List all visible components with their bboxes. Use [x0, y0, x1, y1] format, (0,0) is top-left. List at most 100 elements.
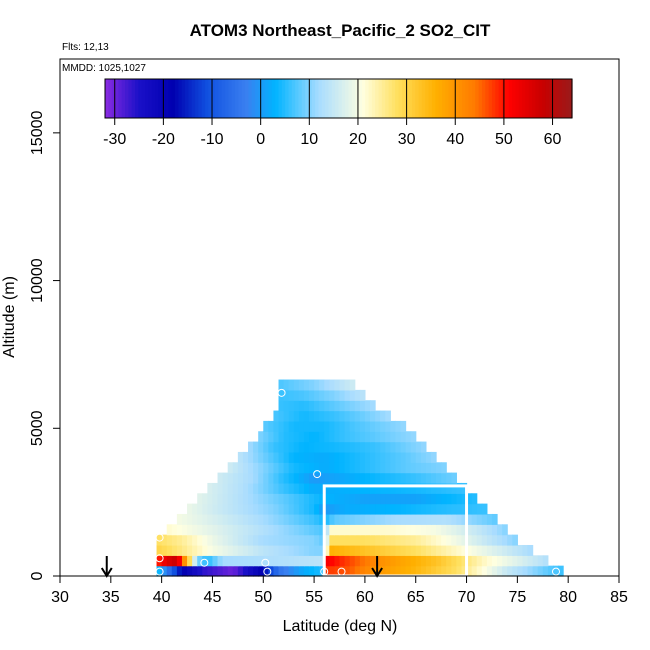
- heatmap-cell: [359, 462, 366, 474]
- heatmap-cell: [405, 534, 412, 546]
- heatmap-cell: [258, 493, 264, 505]
- heatmap-cell: [359, 534, 366, 546]
- heatmap-cell: [161, 534, 168, 546]
- heatmap-cell: [324, 441, 330, 453]
- heatmap-cell: [258, 462, 264, 474]
- heatmap-cell: [329, 462, 336, 474]
- heatmap-cell: [329, 389, 336, 401]
- heatmap-cell: [446, 524, 452, 536]
- heatmap-cell: [319, 482, 325, 494]
- colorbar-segment: [301, 79, 306, 118]
- colorbar-segment: [335, 79, 340, 118]
- heatmap-cell: [339, 431, 346, 443]
- heatmap-cell: [410, 555, 417, 567]
- heatmap-cell: [420, 441, 427, 453]
- heatmap-cell: [212, 565, 219, 577]
- heatmap-cell: [156, 565, 163, 577]
- heatmap-cell: [248, 451, 254, 463]
- heatmap-cell: [324, 524, 330, 536]
- heatmap-cell: [309, 410, 315, 422]
- heatmap-cell: [202, 503, 208, 515]
- heatmap-cell: [369, 431, 376, 443]
- heatmap-cell: [359, 513, 366, 525]
- heatmap-cell: [329, 503, 336, 515]
- heatmap-cell: [227, 493, 234, 505]
- heatmap-cell: [258, 534, 264, 546]
- heatmap-cell: [410, 441, 417, 453]
- heatmap-cell: [410, 503, 417, 515]
- colorbar-segment: [371, 79, 376, 118]
- heatmap-cell: [334, 534, 341, 546]
- heatmap-cell: [278, 451, 285, 463]
- heatmap-cell: [212, 524, 219, 536]
- heatmap-cell: [207, 544, 214, 556]
- heatmap-cell: [425, 565, 432, 577]
- heatmap-cell: [425, 524, 432, 536]
- heatmap-cell: [395, 503, 402, 515]
- heatmap-cell: [283, 451, 290, 463]
- heatmap-cell: [258, 503, 264, 515]
- heatmap-cell: [349, 524, 356, 536]
- colorbar-tick-label: -20: [152, 131, 175, 148]
- heatmap-cell: [263, 420, 269, 432]
- heatmap-cell: [303, 462, 310, 474]
- heatmap-cell: [283, 482, 290, 494]
- heatmap-cell: [319, 472, 325, 484]
- heatmap-cell: [364, 472, 371, 484]
- colorbar-segment: [105, 79, 109, 118]
- heatmap-cell: [237, 451, 244, 463]
- heatmap-cell: [176, 524, 183, 536]
- colorbar-tick-label: 30: [398, 131, 416, 148]
- heatmap-cell: [197, 513, 203, 525]
- colorbar-segment: [165, 79, 169, 118]
- heatmap-cell: [527, 565, 534, 577]
- colorbar-segment: [421, 79, 426, 118]
- heatmap-cell: [486, 534, 493, 546]
- heatmap-cell: [354, 420, 361, 432]
- heatmap-cell: [242, 493, 249, 505]
- heatmap-cell: [369, 420, 376, 432]
- heatmap-cell: [268, 482, 275, 494]
- heatmap-cell: [354, 451, 361, 463]
- colorbar-tick-label: 40: [446, 131, 464, 148]
- heatmap-cell: [354, 503, 361, 515]
- plot-frame: [59, 58, 620, 577]
- heatmap-cell: [420, 462, 427, 474]
- colorbar-segment: [385, 79, 390, 118]
- colorbar-segment: [201, 79, 206, 118]
- heatmap-cell: [436, 493, 442, 505]
- heatmap-cell: [364, 555, 371, 567]
- colorbar-segment: [198, 79, 203, 118]
- heatmap-cell: [349, 410, 356, 422]
- heatmap-cell: [293, 389, 300, 401]
- heatmap-cell: [212, 555, 219, 567]
- heatmap-cell: [329, 379, 336, 391]
- heatmap-cell: [349, 441, 356, 453]
- heatmap-cell: [156, 544, 163, 556]
- heatmap-cell: [273, 472, 280, 484]
- heatmap-cell: [385, 420, 391, 432]
- heatmap-cell: [446, 513, 452, 525]
- heatmap-cell: [197, 524, 203, 536]
- heatmap-cell: [436, 503, 442, 515]
- heatmap-cell: [385, 472, 391, 484]
- heatmap-cell: [263, 513, 269, 525]
- heatmap-cell: [400, 555, 407, 567]
- heatmap-cell: [324, 420, 330, 432]
- heatmap-cell: [258, 441, 264, 453]
- heatmap-cell: [349, 472, 356, 484]
- heatmap-cell: [283, 544, 290, 556]
- heatmap-cell: [263, 472, 269, 484]
- x-tick-label: 70: [458, 589, 476, 606]
- heatmap-cell: [339, 503, 346, 515]
- heatmap-cell: [309, 555, 315, 567]
- heatmap-cell: [258, 524, 264, 536]
- heatmap-cell: [187, 524, 193, 536]
- heatmap-cell: [324, 565, 330, 577]
- heatmap-cell: [273, 565, 280, 577]
- heatmap-cell: [476, 555, 483, 567]
- colorbar-segment: [361, 79, 366, 118]
- colorbar-segment: [378, 79, 383, 118]
- heatmap-cell: [441, 472, 447, 484]
- heatmap-cell: [415, 513, 422, 525]
